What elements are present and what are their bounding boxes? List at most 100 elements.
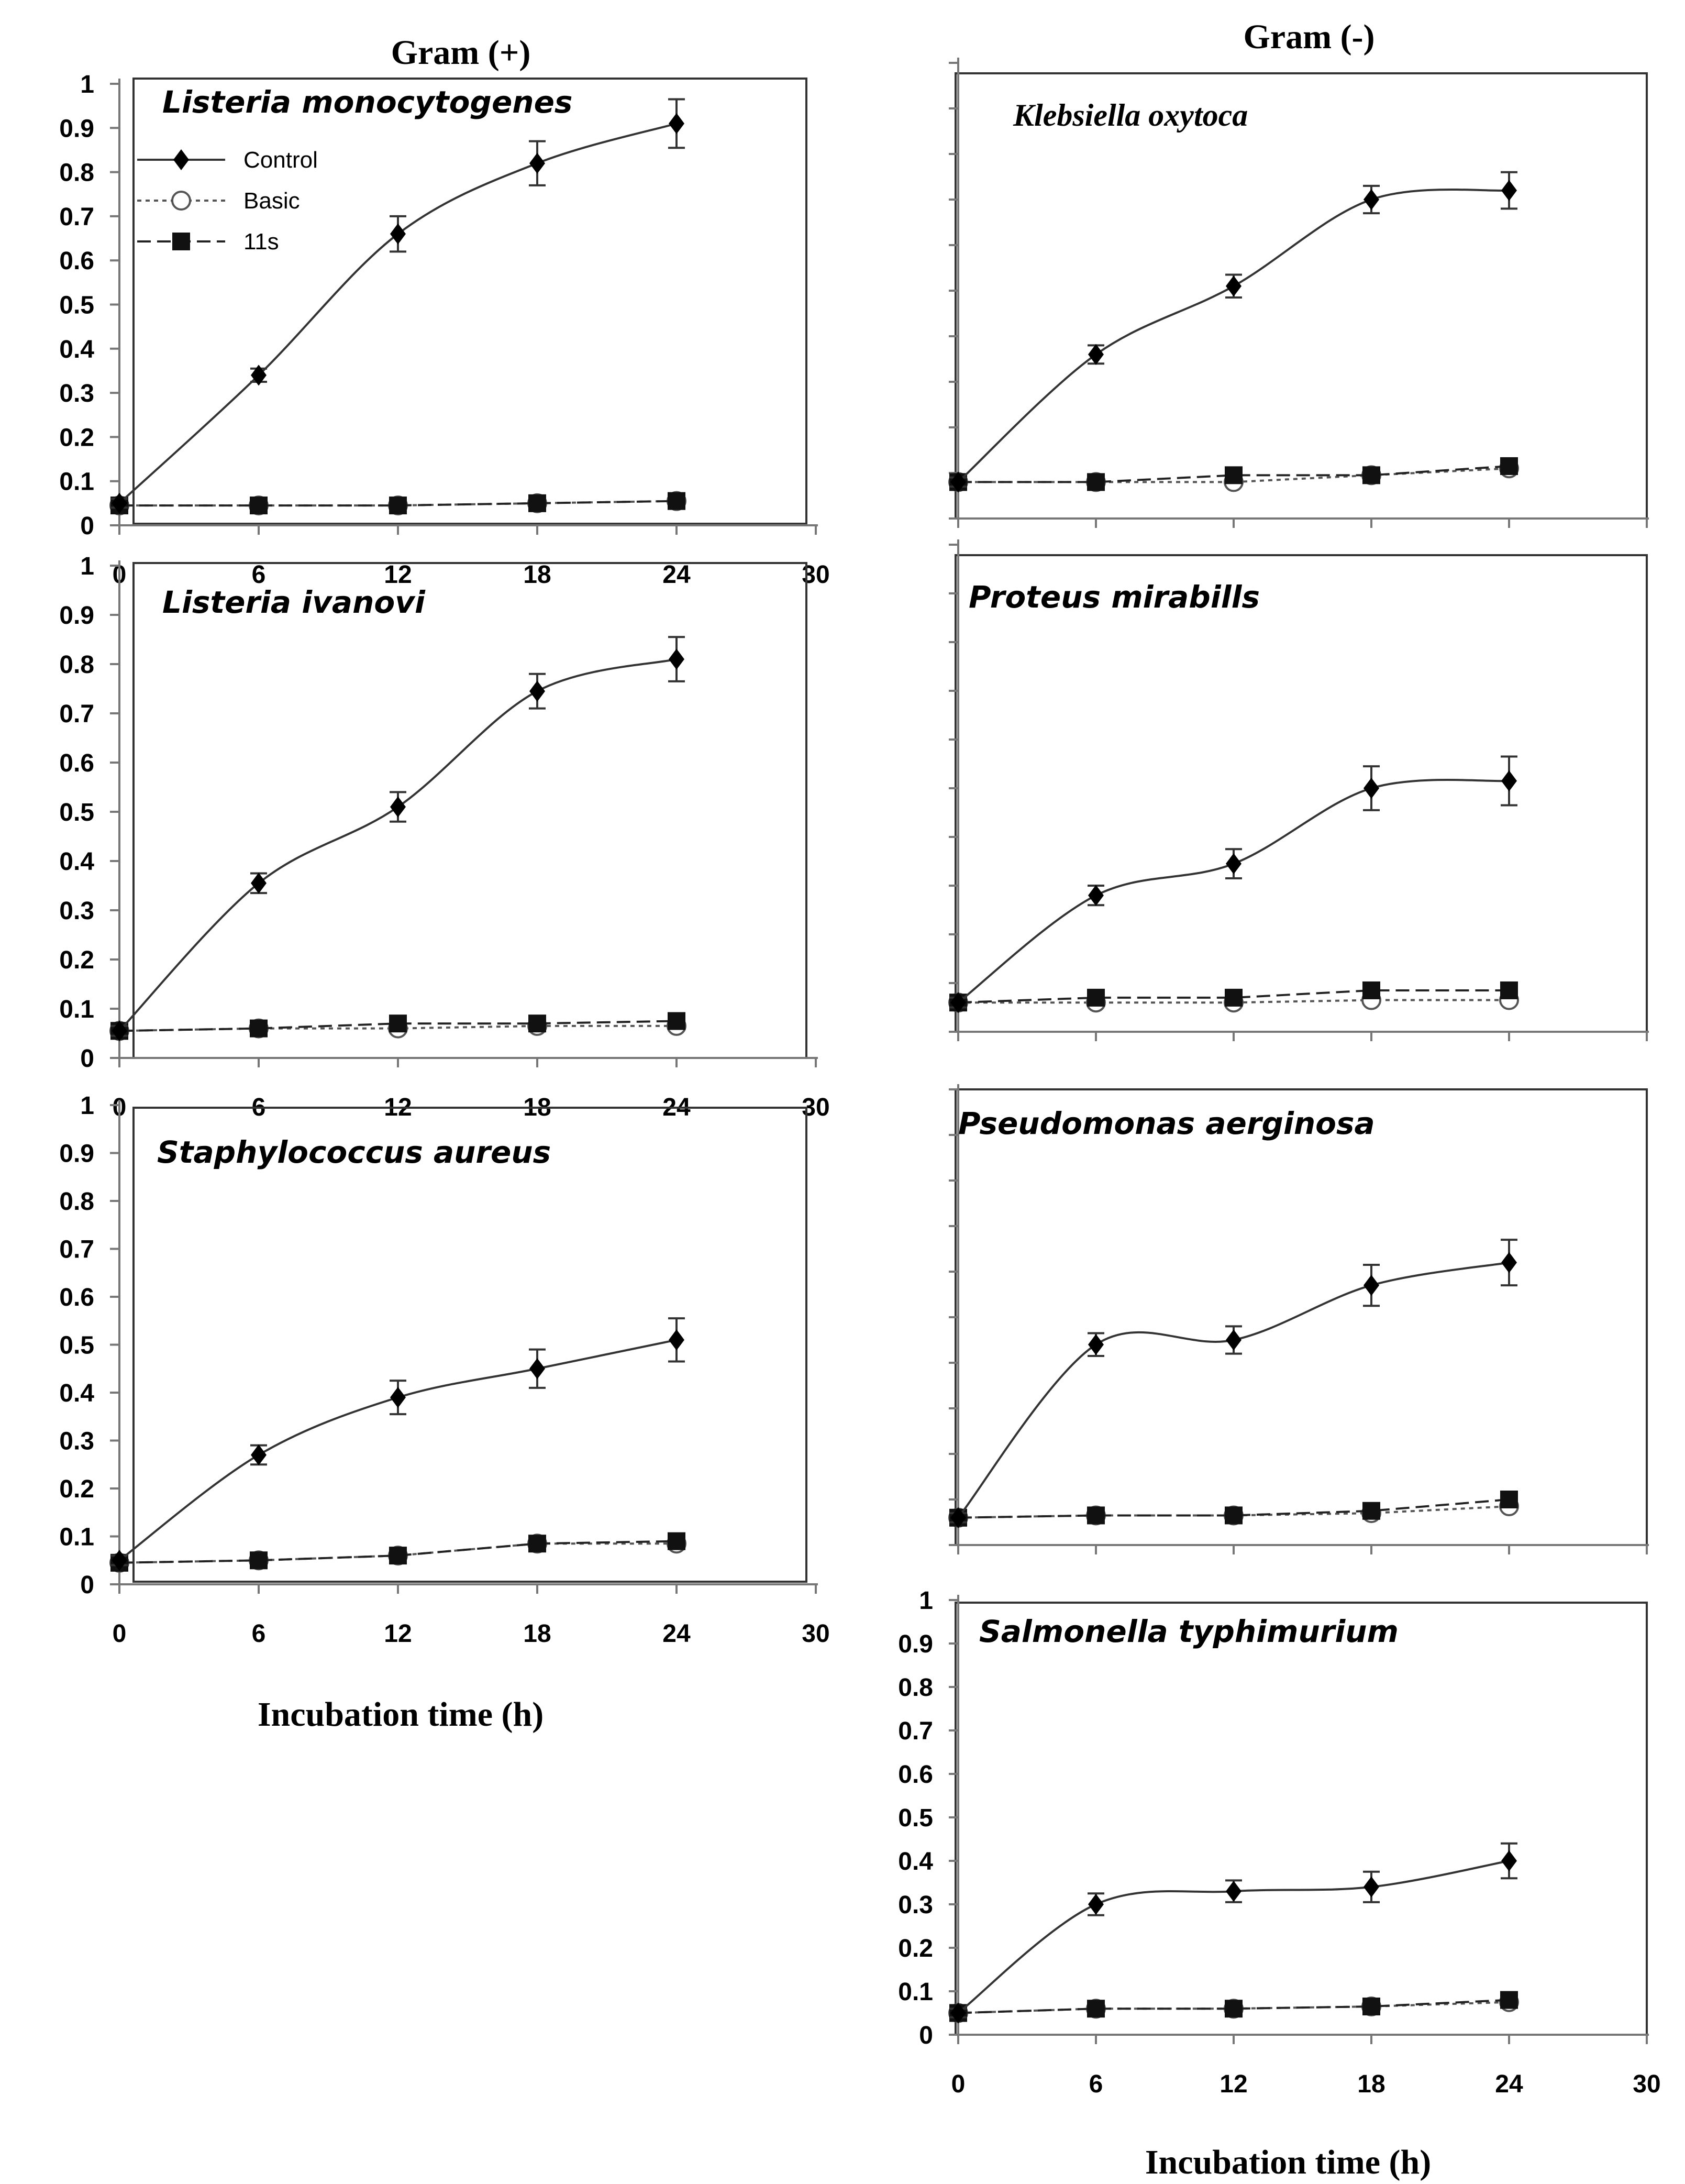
x-tick-label: 6 xyxy=(252,1620,266,1648)
x-axis-title-left: Incubation time (h) xyxy=(258,1695,544,1734)
series-11s-point xyxy=(1362,1998,1380,2016)
y-tick-label: 0.7 xyxy=(59,1236,94,1264)
panel-3: 0 0.1 0.2 0.3 0.4 0.5 0.6 0.7 0.8 0.9 1 0 6 12 18 24 30 S… xyxy=(59,1092,829,1648)
x-tick-label: 0 xyxy=(951,2070,966,2098)
series-control-point xyxy=(112,1550,127,1571)
y-tick-label: 0.3 xyxy=(898,1891,933,1919)
gram-negative-title: Gram (-) xyxy=(1243,18,1374,56)
panel-1: 00.10.20.30.40.50.60.70.80.910612182430L… xyxy=(59,71,829,589)
series-11s-point xyxy=(668,492,685,510)
series-control-point xyxy=(1088,344,1104,365)
series-11s-line xyxy=(958,465,1510,483)
legend-marker-control xyxy=(173,149,189,170)
y-tick-label: 0.5 xyxy=(59,1332,94,1360)
series-control-point xyxy=(251,365,267,386)
x-tick-label: 24 xyxy=(1495,2070,1523,2098)
y-tick-label: 1 xyxy=(919,1587,933,1615)
series-11s-point xyxy=(528,1014,546,1033)
series-control-line xyxy=(118,658,677,1032)
panel-title: Pseudomonas aerginosa xyxy=(958,1106,1375,1141)
series-11s-point xyxy=(1362,466,1380,484)
series-11s-point xyxy=(1500,1491,1518,1508)
y-tick-label: 1 xyxy=(80,1092,94,1120)
legend-label: 11s xyxy=(243,229,279,255)
y-tick-label: 0.3 xyxy=(59,380,94,407)
panel-7: 0 0.1 0.2 0.3 0.4 0.5 0.6 0.7 0.8 0.9 1 0 6 12 18 24 30 S… xyxy=(898,1587,1660,2098)
y-tick-label: 0.1 xyxy=(59,1524,94,1551)
y-tick-label: 0.3 xyxy=(59,1428,94,1455)
series-11s-point xyxy=(389,1014,407,1033)
panel-title: Klebsiella oxytoca xyxy=(1013,98,1248,133)
series-control-point xyxy=(669,648,684,670)
panel-title: Proteus mirabills xyxy=(969,579,1260,615)
series-control-point xyxy=(1226,853,1241,875)
y-tick-label: 0.8 xyxy=(898,1674,933,1702)
panel-4: Klebsiella oxytoca xyxy=(948,58,1649,528)
series-control-line xyxy=(957,1261,1510,1519)
series-control-point xyxy=(1501,1252,1517,1273)
series-11s-point xyxy=(250,497,268,515)
plot-frame xyxy=(955,1088,1648,1546)
panel-2: 00.10.20.30.40.50.60.70.80.910612182430L… xyxy=(59,553,829,1121)
series-control-point xyxy=(1363,778,1379,799)
y-tick-label: 0.6 xyxy=(59,247,94,275)
y-tick-label: 0.5 xyxy=(898,1804,933,1832)
series-11s-point xyxy=(389,497,407,515)
plot-frame xyxy=(955,1602,1648,2036)
y-tick-label: 0.1 xyxy=(898,1978,933,2006)
y-tick-label: 0.9 xyxy=(59,602,94,630)
y-tick-label: 0.8 xyxy=(59,159,94,187)
series-control-point xyxy=(251,1444,267,1465)
panel-5: Proteus mirabills xyxy=(948,539,1649,1041)
y-tick-label: 0.7 xyxy=(59,700,94,728)
series-control-point xyxy=(950,2002,966,2024)
y-tick-label: 0 xyxy=(80,1045,94,1073)
y-tick-label: 0.5 xyxy=(59,292,94,319)
series-11s-point xyxy=(528,494,546,512)
y-tick-label: 0.6 xyxy=(59,749,94,777)
series-control-point xyxy=(1088,1334,1104,1355)
y-tick-label: 0.1 xyxy=(59,996,94,1023)
series-control-line xyxy=(957,779,1510,1003)
x-tick-label: 12 xyxy=(1220,2070,1247,2098)
panel-title: Staphylococcus aureus xyxy=(157,1134,551,1170)
y-tick-label: 0.2 xyxy=(59,946,94,974)
series-control-point xyxy=(390,796,406,818)
series-11s-point xyxy=(1225,1506,1243,1525)
series-control-point xyxy=(950,992,966,1013)
y-tick-label: 0.8 xyxy=(59,651,94,679)
x-tick-label: 18 xyxy=(523,1620,551,1648)
y-tick-label: 0.7 xyxy=(898,1717,933,1745)
series-11s-line xyxy=(958,1498,1510,1519)
series-11s-point xyxy=(1500,981,1518,999)
legend-marker-11s xyxy=(172,233,190,250)
y-tick-label: 0 xyxy=(919,2022,933,2049)
series-11s-point xyxy=(250,1019,268,1038)
panel-title: Salmonella typhimurium xyxy=(979,1614,1399,1649)
y-tick-label: 0.1 xyxy=(59,468,94,496)
legend-label: Control xyxy=(243,147,318,173)
legend-marker-basic xyxy=(171,191,191,211)
series-11s-point xyxy=(1500,1991,1518,2009)
plot-frame xyxy=(132,78,807,525)
y-tick-label: 1 xyxy=(80,71,94,98)
series-control-point xyxy=(1363,1876,1379,1898)
y-tick-label: 1 xyxy=(80,553,94,580)
series-11s-point xyxy=(528,1535,546,1553)
y-tick-label: 0 xyxy=(80,512,94,540)
series-control-point xyxy=(390,1387,406,1408)
series-11s-point xyxy=(389,1547,407,1565)
series-control-point xyxy=(1226,1329,1241,1351)
series-control-point xyxy=(112,492,127,514)
series-11s-line xyxy=(958,989,1509,1004)
y-tick-label: 0.6 xyxy=(59,1284,94,1311)
series-control-point xyxy=(950,1507,966,1528)
plot-frame xyxy=(132,562,807,1059)
y-tick-label: 0.8 xyxy=(59,1188,94,1216)
y-tick-label: 0 xyxy=(80,1571,94,1599)
series-11s-point xyxy=(668,1532,685,1550)
x-tick-label: 30 xyxy=(802,1620,829,1648)
y-tick-label: 0.9 xyxy=(898,1630,933,1658)
series-11s-point xyxy=(1362,1502,1380,1520)
y-tick-label: 0.4 xyxy=(59,1380,94,1407)
